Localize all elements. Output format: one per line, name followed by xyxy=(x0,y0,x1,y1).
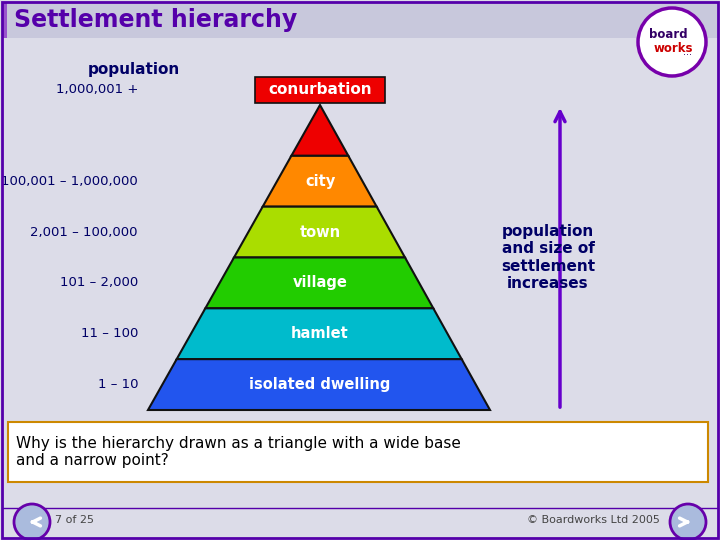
Circle shape xyxy=(670,504,706,540)
Text: Settlement hierarchy: Settlement hierarchy xyxy=(14,8,297,32)
Polygon shape xyxy=(234,207,405,258)
Bar xyxy=(8,422,708,482)
Text: works: works xyxy=(653,42,693,55)
Text: population: population xyxy=(88,62,180,77)
Circle shape xyxy=(14,504,50,540)
Text: population
and size of
settlement
increases: population and size of settlement increa… xyxy=(501,224,595,291)
Text: village: village xyxy=(292,275,348,291)
Text: hamlet: hamlet xyxy=(291,326,349,341)
Text: isolated dwelling: isolated dwelling xyxy=(249,377,391,392)
Text: town: town xyxy=(300,225,341,240)
Text: 11 – 100: 11 – 100 xyxy=(81,327,138,340)
Bar xyxy=(255,77,385,103)
Polygon shape xyxy=(176,308,462,359)
Polygon shape xyxy=(148,359,490,410)
Circle shape xyxy=(638,8,706,76)
Bar xyxy=(2,2,7,38)
Text: ...: ... xyxy=(683,47,693,57)
Text: board: board xyxy=(649,28,688,40)
Text: city: city xyxy=(305,174,335,189)
Polygon shape xyxy=(292,105,348,156)
Bar xyxy=(2,2,718,38)
Text: conurbation: conurbation xyxy=(268,83,372,98)
Text: 1 – 10: 1 – 10 xyxy=(97,378,138,391)
Polygon shape xyxy=(205,258,433,308)
Text: Why is the hierarchy drawn as a triangle with a wide base
and a narrow point?: Why is the hierarchy drawn as a triangle… xyxy=(16,436,461,468)
Text: 7 of 25: 7 of 25 xyxy=(55,515,94,525)
Text: 1,000,001 +: 1,000,001 + xyxy=(55,84,138,97)
Text: 100,001 – 1,000,000: 100,001 – 1,000,000 xyxy=(1,175,138,188)
Polygon shape xyxy=(263,156,377,207)
Text: © Boardworks Ltd 2005: © Boardworks Ltd 2005 xyxy=(527,515,660,525)
Text: 101 – 2,000: 101 – 2,000 xyxy=(60,276,138,289)
Text: 2,001 – 100,000: 2,001 – 100,000 xyxy=(30,226,138,239)
